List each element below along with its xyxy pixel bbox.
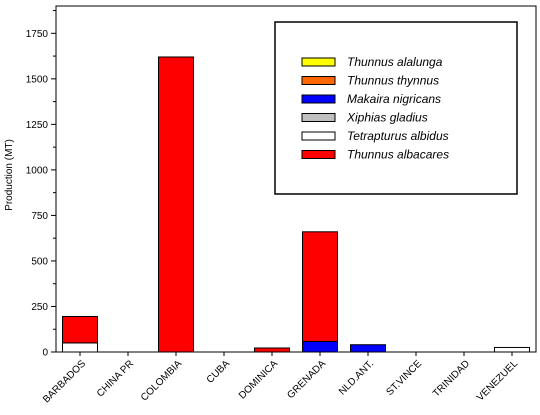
legend-swatch xyxy=(301,131,336,141)
legend-swatch xyxy=(301,150,336,159)
x-tick-label: BARBADOS xyxy=(41,358,88,405)
legend-label: Thunnus albacares xyxy=(347,148,449,162)
bar-segment xyxy=(302,231,338,342)
x-tick-label: TRINIDAD xyxy=(431,358,472,399)
bar-segment xyxy=(350,344,386,353)
legend-label: Thunnus thynnus xyxy=(347,74,439,88)
legend-swatch xyxy=(301,94,336,104)
bar-segment xyxy=(254,347,290,353)
legend-swatch xyxy=(301,57,336,67)
bar-segment xyxy=(158,56,194,353)
legend-swatch xyxy=(301,76,336,85)
y-tick-label: 1750 xyxy=(26,29,49,40)
legend-swatch xyxy=(301,113,336,122)
y-tick-label: 750 xyxy=(31,211,48,222)
x-tick-label: VENEZUEL xyxy=(475,358,520,403)
y-tick-label: 500 xyxy=(31,256,48,267)
x-tick-label: GRENADA xyxy=(285,358,328,401)
y-tick-label: 1000 xyxy=(26,165,49,176)
legend-label: Xiphias gladius xyxy=(346,111,428,125)
legend-label: Thunnus alalunga xyxy=(347,55,443,69)
bar-segment xyxy=(494,346,530,353)
bar-segment xyxy=(62,315,98,344)
legend-label: Tetrapturus albidus xyxy=(347,129,449,143)
y-tick-label: 250 xyxy=(31,302,48,313)
plot-frame xyxy=(55,5,537,353)
y-axis-title: Production (MT) xyxy=(4,139,15,211)
y-tick-label: 1500 xyxy=(26,74,49,85)
x-tick-label: CHINA PR xyxy=(95,358,136,399)
legend-label: Makaira nigricans xyxy=(347,92,441,106)
y-tick-label: 1250 xyxy=(26,120,49,131)
x-tick-label: ST.VINCE xyxy=(385,358,425,398)
legend-box xyxy=(274,21,518,195)
x-tick-label: NLD.ANT. xyxy=(337,358,376,397)
y-tick-label: 0 xyxy=(42,348,48,359)
x-tick-label: CUBA xyxy=(205,358,233,386)
x-tick-label: COLOMBIA xyxy=(139,358,184,403)
bar-segment xyxy=(302,340,338,353)
x-tick-label: DOMINICA xyxy=(237,358,280,401)
bar-segment xyxy=(62,342,98,353)
